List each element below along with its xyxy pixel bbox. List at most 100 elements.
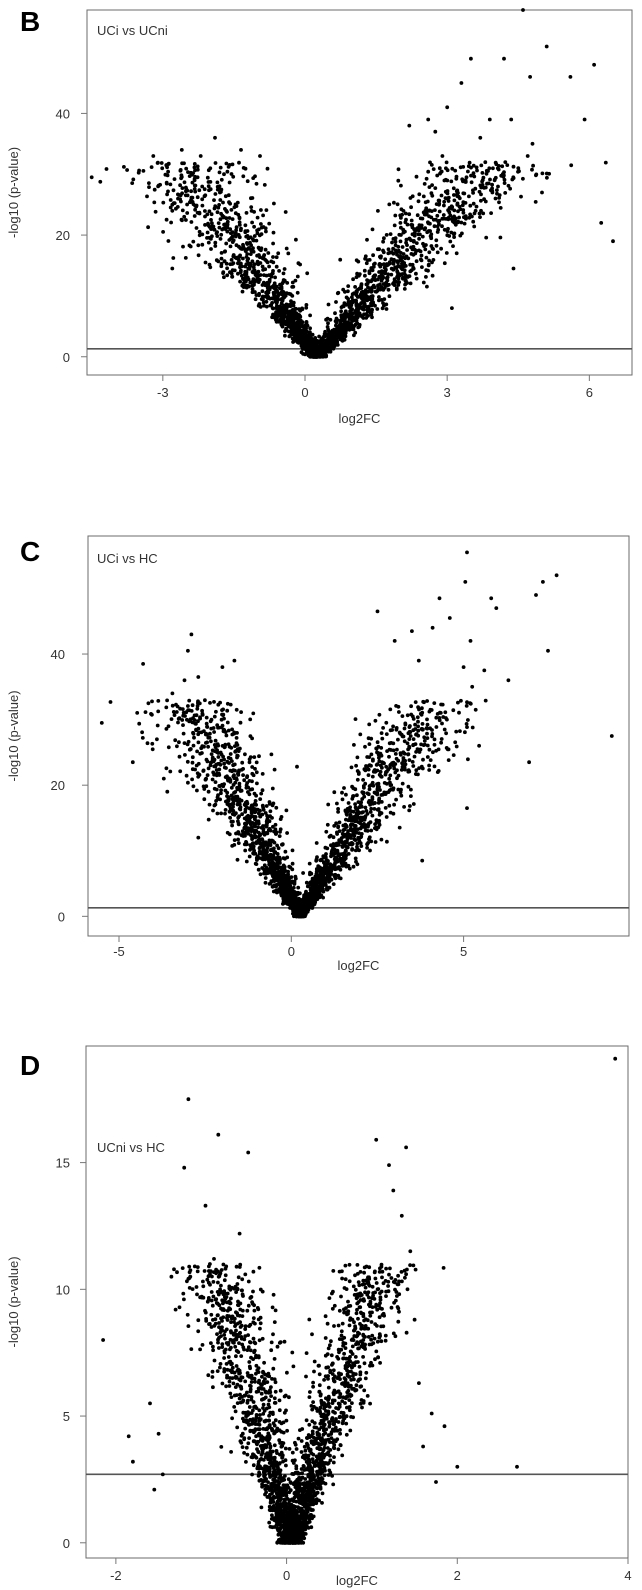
data-point: [339, 331, 343, 335]
data-point: [194, 722, 198, 726]
data-point: [269, 274, 274, 279]
data-point: [326, 321, 330, 326]
data-point: [356, 287, 360, 292]
data-point: [353, 717, 358, 721]
data-point: [260, 772, 265, 776]
data-point: [257, 293, 261, 298]
data-point: [212, 757, 217, 762]
data-point: [363, 273, 367, 278]
x-tick-label: 0: [301, 385, 308, 400]
data-point: [437, 222, 441, 227]
data-point: [339, 856, 344, 861]
data-point: [458, 165, 463, 170]
data-point: [278, 286, 282, 291]
data-point: [396, 244, 401, 249]
data-point: [222, 761, 227, 766]
data-point: [363, 805, 368, 810]
data-point: [495, 166, 500, 171]
data-point: [403, 279, 408, 283]
data-point: [215, 210, 220, 215]
data-point: [219, 811, 224, 816]
data-point: [171, 256, 176, 260]
data-point: [433, 208, 437, 213]
data-point: [398, 731, 403, 736]
data-point: [208, 760, 213, 765]
data-point: [287, 891, 291, 896]
data-point: [212, 714, 217, 719]
data-point: [367, 269, 372, 274]
data-point: [331, 332, 336, 336]
data-point: [338, 318, 343, 323]
data-point: [444, 251, 449, 255]
data-point: [192, 162, 197, 166]
data-point: [381, 275, 386, 280]
data-point: [449, 217, 454, 222]
data-point: [434, 217, 438, 222]
data-point: [270, 816, 274, 820]
data-point: [365, 281, 370, 286]
data-point: [355, 793, 359, 798]
data-point: [243, 166, 248, 171]
data-point: [250, 196, 255, 200]
data-point: [247, 854, 252, 859]
data-point: [321, 876, 325, 881]
data-point: [136, 170, 141, 175]
data-point: [463, 730, 467, 735]
data-point: [376, 209, 380, 213]
data-point: [400, 245, 405, 249]
data-point: [221, 200, 225, 205]
data-point: [372, 277, 377, 282]
data-point: [440, 154, 445, 158]
data-point: [432, 224, 437, 229]
data-point: [457, 204, 462, 209]
data-point: [284, 326, 288, 331]
data-point: [370, 813, 375, 818]
data-point: [340, 845, 345, 849]
data-point: [401, 230, 406, 235]
data-point: [469, 173, 473, 178]
data-point: [375, 307, 380, 311]
data-point: [260, 264, 265, 269]
data-point: [399, 233, 403, 237]
data-point: [355, 777, 360, 782]
data-point: [181, 244, 185, 249]
data-point: [213, 244, 218, 248]
data-point: [389, 272, 394, 277]
data-point: [351, 809, 356, 814]
data-point: [404, 237, 409, 242]
data-point: [261, 808, 266, 812]
data-point: [426, 263, 431, 268]
data-point: [204, 721, 209, 726]
data-point: [238, 279, 243, 284]
data-point: [412, 754, 417, 759]
data-point: [266, 251, 271, 255]
data-point: [417, 248, 421, 253]
data-point: [324, 876, 329, 881]
data-point: [480, 171, 485, 175]
data-point: [366, 773, 371, 777]
data-point: [244, 262, 249, 267]
data-point: [200, 197, 205, 202]
data-point: [227, 216, 232, 220]
data-point: [255, 215, 260, 220]
data-point: [448, 213, 453, 218]
data-point: [349, 765, 354, 770]
data-point: [253, 799, 258, 803]
data-point: [425, 726, 430, 731]
data-point: [220, 708, 224, 712]
data-point: [377, 796, 382, 801]
data-point: [340, 797, 345, 802]
data-point: [455, 201, 460, 206]
data-point: [425, 199, 430, 204]
data-point: [243, 752, 247, 757]
data-point: [249, 249, 254, 253]
data-point: [349, 311, 354, 316]
data-point: [165, 192, 170, 197]
data-point: [230, 727, 235, 732]
data-point: [491, 166, 495, 171]
data-point: [468, 701, 472, 705]
data-point: [207, 209, 212, 214]
data-point: [384, 732, 389, 736]
data-point: [104, 167, 109, 171]
data-point: [218, 700, 223, 705]
